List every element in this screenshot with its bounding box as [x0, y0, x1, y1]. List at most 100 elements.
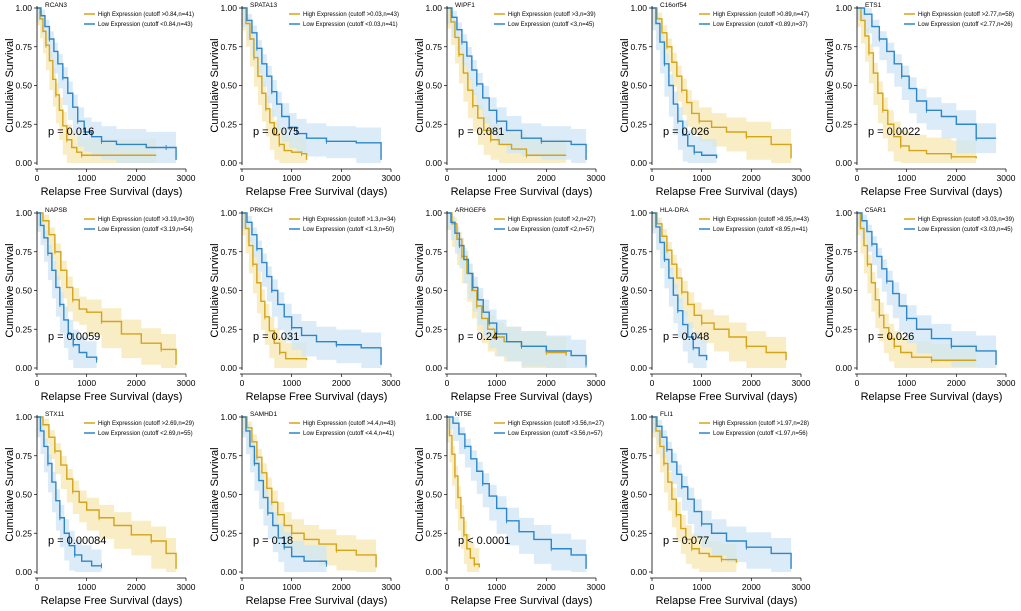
km-chart-svg: 0.00 0.25 0.50 0.75 1.00 0 1000 2000 3000 Relapse… — [414, 207, 606, 403]
high-expression-survival-curve — [37, 212, 177, 365]
high-expression-ci-band — [37, 8, 157, 163]
x-tick-label: 3000 — [792, 173, 811, 183]
km-panel-stx11: 0.00 0.25 0.50 0.75 1.00 0 1000 2000 3000 Relapse… — [0, 409, 204, 611]
low-expression-survival-curve — [652, 7, 718, 159]
low-expression-ci-band — [37, 213, 97, 368]
x-tick-label: 0 — [35, 378, 40, 388]
y-axis-label: Cumulaive Survival — [209, 243, 221, 337]
x-tick-label: 0 — [240, 173, 245, 183]
high-legend-label: High Expression (cutoff >3.03,n=39) — [918, 217, 1014, 223]
km-chart-svg: 0.00 0.25 0.50 0.75 1.00 0 1000 2000 3000 Relapse… — [619, 2, 811, 198]
km-panel-ets1: 0.00 0.25 0.50 0.75 1.00 0 1000 2000 3000 Relapse… — [820, 0, 1021, 202]
low-expression-survival-curve — [652, 212, 708, 361]
p-value-label: p < 0.0001 — [458, 535, 510, 547]
x-tick-label: 2000 — [947, 173, 966, 183]
km-chart-svg: 0.00 0.25 0.50 0.75 1.00 0 1000 2000 3000 Relapse… — [4, 411, 196, 607]
high-expression-survival-curve — [37, 7, 157, 156]
x-tick-label: 0 — [240, 378, 245, 388]
gene-title: SAMHD1 — [250, 411, 277, 418]
gene-title: NAPSB — [45, 207, 67, 214]
y-tick-label: 0.75 — [220, 42, 237, 52]
x-tick-label: 1000 — [487, 378, 506, 388]
low-legend-label: Low Expression (cutoff <2,n=57) — [508, 227, 594, 233]
y-tick-label: 1.00 — [835, 208, 852, 218]
km-panel-napsb: 0.00 0.25 0.50 0.75 1.00 0 1000 2000 3000 Relapse… — [0, 205, 204, 407]
km-chart-svg: 0.00 0.25 0.50 0.75 1.00 0 1000 2000 3000 Relapse… — [209, 207, 401, 403]
high-expression-survival-curve — [652, 416, 738, 563]
x-tick-label: 3000 — [587, 582, 606, 592]
y-tick-label: 0.00 — [630, 158, 647, 168]
y-tick-label: 0.50 — [15, 286, 32, 296]
x-tick-label: 2000 — [537, 173, 556, 183]
y-tick-label: 0.50 — [630, 81, 647, 91]
high-expression-survival-curve — [37, 416, 177, 569]
x-tick-label: 3000 — [792, 582, 811, 592]
high-expression-survival-curve — [447, 416, 480, 568]
y-tick-label: 0.25 — [630, 324, 647, 334]
low-legend-label: Low Expression (cutoff <0.03,n=41) — [303, 22, 398, 28]
gene-title: PRKCH — [250, 207, 273, 214]
x-axis-label: Relapse Free Survival (days) — [656, 186, 798, 198]
x-tick-label: 2000 — [127, 378, 146, 388]
y-axis-label: Cumulaive Survival — [209, 447, 221, 541]
x-tick-label: 1000 — [692, 378, 711, 388]
x-tick-label: 1000 — [282, 173, 301, 183]
x-axis-label: Relapse Free Survival (days) — [451, 595, 593, 607]
low-expression-ci-band — [857, 213, 997, 368]
y-axis-label: Cumulaive Survival — [414, 243, 426, 337]
y-tick-label: 0.25 — [630, 119, 647, 129]
y-tick-label: 1.00 — [15, 3, 32, 13]
y-tick-label: 0.25 — [835, 119, 852, 129]
km-panel-nt5e: 0.00 0.25 0.50 0.75 1.00 0 1000 2000 3000 Relapse… — [410, 409, 614, 611]
y-tick-label: 0.50 — [220, 490, 237, 500]
low-expression-survival-curve — [857, 212, 997, 365]
p-value-label: p = 0.00084 — [48, 535, 106, 547]
x-tick-label: 2000 — [742, 378, 761, 388]
low-legend-label: Low Expression (cutoff <0.84,n=43) — [98, 22, 193, 28]
x-tick-label: 2000 — [742, 173, 761, 183]
y-tick-label: 0.75 — [220, 247, 237, 257]
x-tick-label: 1000 — [77, 173, 96, 183]
high-expression-survival-curve — [857, 7, 977, 159]
km-panel-samhd1: 0.00 0.25 0.50 0.75 1.00 0 1000 2000 3000 Relapse… — [205, 409, 409, 611]
high-legend-label: High Expression (cutoff >0.84,n=41) — [98, 12, 194, 18]
x-axis-label: Relapse Free Survival (days) — [41, 186, 183, 198]
low-expression-ci-band — [242, 213, 382, 368]
gene-title: SPATA13 — [250, 2, 277, 9]
x-tick-label: 2000 — [537, 582, 556, 592]
y-tick-label: 0.75 — [220, 451, 237, 461]
high-expression-survival-curve — [857, 212, 977, 361]
x-axis-label: Relapse Free Survival (days) — [656, 595, 798, 607]
low-expression-ci-band — [37, 8, 177, 163]
y-axis-label: Cumulaive Survival — [824, 38, 836, 132]
p-value-label: p = 0.016 — [48, 126, 94, 138]
km-panel-c16orf54: 0.00 0.25 0.50 0.75 1.00 0 1000 2000 3000 Relapse… — [615, 0, 819, 202]
low-legend-label: Low Expression (cutoff <2.77,n=26) — [918, 22, 1013, 28]
low-expression-ci-band — [242, 8, 382, 163]
y-tick-label: 0.25 — [220, 528, 237, 538]
x-tick-label: 3000 — [997, 378, 1016, 388]
km-chart-svg: 0.00 0.25 0.50 0.75 1.00 0 1000 2000 3000 Relapse… — [209, 2, 401, 198]
high-legend-label: High Expression (cutoff >2.69,n=29) — [98, 421, 194, 427]
y-tick-label: 0.25 — [835, 324, 852, 334]
high-expression-survival-curve — [447, 7, 567, 156]
p-value-label: p = 0.0059 — [48, 331, 100, 343]
x-axis-label: Relapse Free Survival (days) — [451, 186, 593, 198]
km-chart-svg: 0.00 0.25 0.50 0.75 1.00 0 1000 2000 3000 Relapse… — [4, 207, 196, 403]
km-panel-c5ar1: 0.00 0.25 0.50 0.75 1.00 0 1000 2000 3000 Relapse… — [820, 205, 1021, 407]
y-tick-label: 0.25 — [15, 324, 32, 334]
y-tick-label: 0.50 — [835, 81, 852, 91]
y-axis-label: Cumulaive Survival — [619, 38, 631, 132]
x-axis-label: Relapse Free Survival (days) — [246, 595, 388, 607]
high-expression-ci-band — [447, 8, 567, 163]
x-tick-label: 2000 — [332, 173, 351, 183]
p-value-label: p = 0.048 — [663, 331, 709, 343]
x-tick-label: 1000 — [692, 582, 711, 592]
x-tick-label: 1000 — [897, 173, 916, 183]
low-legend-label: Low Expression (cutoff <3,n=45) — [508, 22, 594, 28]
gene-title: ETS1 — [865, 2, 882, 9]
y-tick-label: 1.00 — [425, 3, 442, 13]
km-chart-svg: 0.00 0.25 0.50 0.75 1.00 0 1000 2000 3000 Relapse… — [824, 207, 1016, 403]
y-tick-label: 1.00 — [630, 412, 647, 422]
low-expression-survival-curve — [37, 416, 102, 567]
